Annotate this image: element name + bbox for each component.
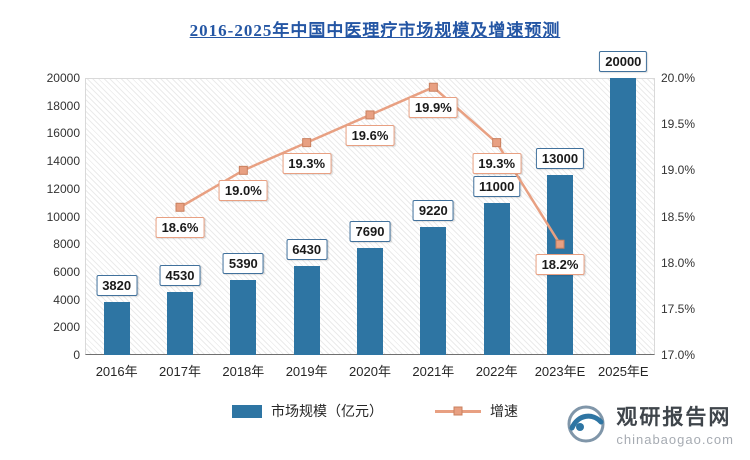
watermark-text: 观研报告网 chinabaogao.com	[616, 405, 734, 448]
left-axis-tick-label: 6000	[53, 264, 80, 279]
bar	[230, 280, 257, 355]
left-axis-tick-label: 2000	[53, 320, 80, 335]
left-axis-tick-label: 14000	[46, 154, 80, 169]
bar-value-label: 11000	[472, 175, 521, 197]
bar-value-label: 6430	[286, 238, 328, 260]
right-axis-tick-label: 19.0%	[661, 163, 696, 178]
growth-value-label: 19.0%	[218, 180, 268, 202]
bar	[420, 227, 447, 355]
watermark-name: 观研报告网	[616, 406, 732, 429]
x-axis-label: 2021年	[412, 364, 455, 379]
right-axis-tick-label: 18.5%	[661, 209, 696, 224]
line-series-swatch	[435, 406, 481, 416]
right-axis-tick-label: 18.0%	[661, 255, 696, 270]
watermark: 观研报告网 chinabaogao.com	[565, 403, 734, 450]
legend-label-growth: 增速	[490, 403, 518, 419]
growth-value-label: 19.3%	[282, 152, 332, 174]
left-axis-tick-label: 10000	[46, 209, 80, 224]
left-axis-tick-label: 12000	[46, 181, 80, 196]
bar-value-label: 13000	[535, 147, 585, 169]
chart-title: 2016-2025年中国中医理疗市场规模及增速预测	[189, 21, 561, 40]
bar	[357, 248, 383, 355]
growth-value-label: 18.6%	[155, 217, 205, 239]
x-axis-label: 2016年	[95, 364, 138, 379]
bar-value-label: 9220	[412, 200, 454, 222]
x-axis-label: 2022年	[475, 364, 518, 379]
right-axis-tick-label: 20.0%	[661, 71, 696, 85]
left-axis-tick-label: 16000	[46, 126, 80, 141]
bar	[167, 292, 193, 355]
growth-value-label: 19.9%	[408, 97, 458, 119]
growth-value-label: 19.3%	[472, 152, 522, 174]
left-axis-tick-label: 20000	[46, 71, 80, 85]
left-axis-tick-label: 4000	[53, 292, 80, 307]
x-axis-label: 2025年E	[598, 364, 649, 379]
bar-value-label: 3820	[96, 275, 138, 297]
left-axis-tick-label: 18000	[46, 98, 80, 113]
bar-value-label: 20000	[599, 51, 648, 72]
growth-value-label: 19.6%	[345, 124, 395, 146]
bar-value-label: 5390	[222, 253, 264, 275]
line-marker-icon	[453, 406, 463, 416]
legend: 市场规模（亿元） 增速	[0, 401, 750, 421]
legend-item-market-size: 市场规模（亿元）	[232, 401, 383, 421]
right-axis-tick-label: 17.5%	[661, 301, 696, 316]
x-axis-label: 2019年	[285, 364, 328, 379]
right-axis-tick-label: 19.5%	[661, 117, 696, 132]
x-axis-label: 2018年	[222, 364, 265, 379]
legend-item-growth: 增速	[435, 401, 518, 421]
watermark-domain: chinabaogao.com	[616, 432, 734, 447]
bar	[293, 265, 320, 355]
watermark-logo-icon	[565, 403, 607, 450]
bar	[103, 302, 130, 355]
x-axis-label: 2017年	[159, 364, 201, 379]
bar-value-label: 7690	[349, 221, 391, 243]
bar	[483, 202, 510, 355]
legend-label-market-size: 市场规模（亿元）	[271, 403, 383, 419]
bar	[610, 78, 637, 355]
x-axis-label: 2023年E	[534, 364, 586, 379]
left-axis-tick-label: 0	[73, 348, 80, 362]
x-axis-label: 2020年	[349, 364, 391, 379]
bar-series-swatch	[232, 404, 262, 418]
right-axis-tick-label: 17.0%	[661, 348, 696, 362]
left-axis-tick-label: 8000	[53, 237, 80, 252]
bar-value-label: 4530	[159, 265, 201, 287]
growth-value-label: 18.2%	[535, 254, 585, 276]
